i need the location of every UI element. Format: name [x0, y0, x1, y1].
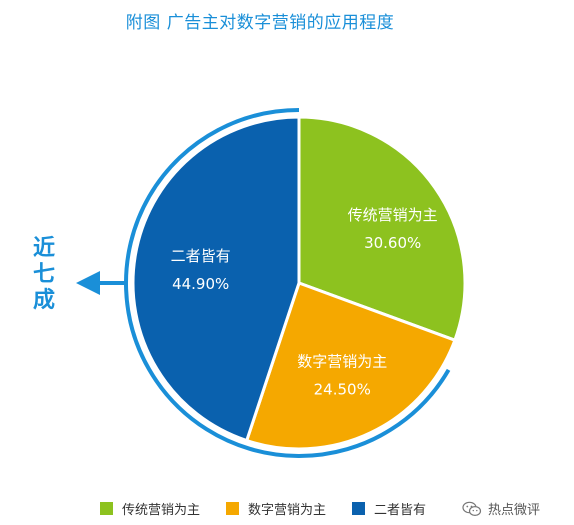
watermark-text: 热点微评: [488, 503, 541, 518]
wechat-icon: [462, 501, 482, 516]
slice-both-value: 44.90%: [172, 275, 229, 293]
legend-swatch-digital: [226, 502, 240, 515]
legend-label-traditional: 传统营销为主: [122, 503, 201, 518]
callout-text-1: 七: [33, 262, 55, 287]
chart-title: 附图 广告主对数字营销的应用程度: [125, 13, 395, 33]
slice-traditional: [297, 115, 467, 342]
callout-text-0: 近: [33, 235, 55, 261]
slice-traditional-name: 传统营销为主: [348, 206, 438, 224]
slice-digital: [245, 281, 457, 451]
callout-text-2: 成: [33, 288, 55, 313]
watermark: 热点微评: [462, 499, 540, 518]
legend-swatch-both: [352, 502, 366, 515]
outer-ring: [124, 108, 451, 458]
slice-digital-name: 数字营销为主: [297, 353, 387, 371]
legend-label-both: 二者皆有: [374, 503, 427, 518]
slice-traditional-value: 30.60%: [364, 234, 421, 252]
legend-swatch-traditional: [100, 502, 113, 515]
legend: 传统营销为主 数字营销为主 二者皆有: [100, 499, 452, 518]
slice-both: [131, 115, 301, 443]
slice-both-name: 二者皆有: [171, 247, 231, 265]
legend-item-both: 二者皆有: [352, 499, 426, 518]
legend-item-traditional: 传统营销为主: [100, 499, 200, 518]
callout-arrow-icon: [76, 271, 100, 295]
legend-item-digital: 数字营销为主: [226, 499, 326, 518]
slice-digital-value: 24.50%: [314, 381, 371, 399]
legend-label-digital: 数字营销为主: [248, 503, 327, 518]
